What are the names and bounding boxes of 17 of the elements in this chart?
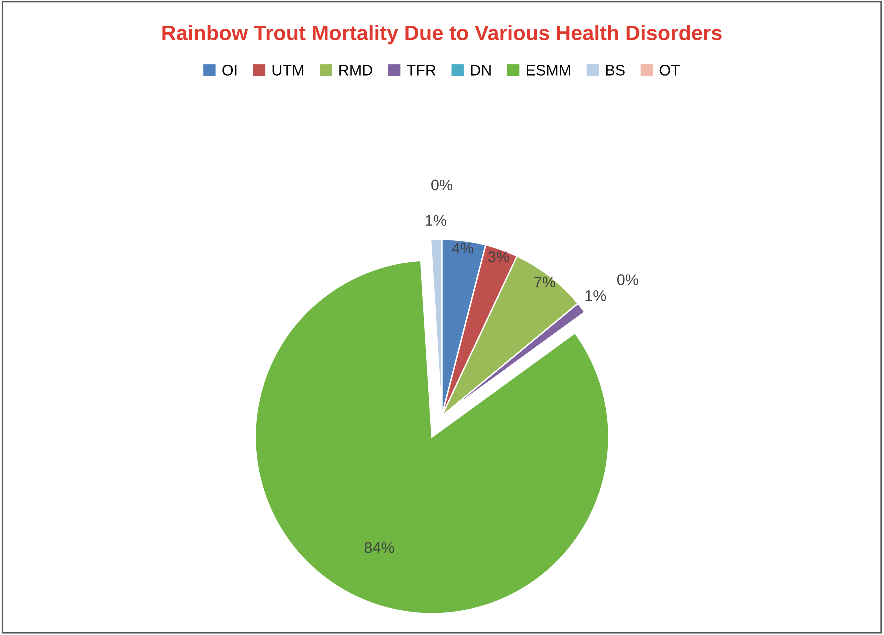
data-label: 7% [534,276,556,288]
data-label: 1% [586,290,606,302]
data-label: 4% [452,243,474,254]
legend-label: RMD [340,65,372,76]
text: 0% [618,274,638,286]
data-label: 1% [426,215,446,226]
legend-label: OT [660,65,680,76]
text: 0% [432,180,452,191]
legend-label: OI [222,65,237,76]
legend-label: UTM [272,65,304,76]
legend-label: BS [606,65,625,76]
data-label: 3% [488,252,510,262]
legend-label: ESMM [527,65,570,76]
chart-title: Rainbow Trout Mortality Due to Various Health Disorders [162,25,722,45]
legend-label: TFR [407,65,436,76]
legend-label: DN [471,65,491,76]
data-label: 84% [364,542,394,554]
